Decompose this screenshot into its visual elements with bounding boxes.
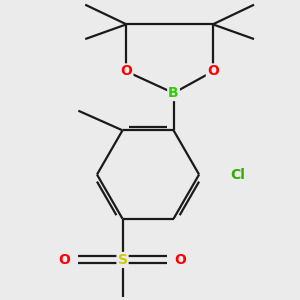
Text: B: B [168,86,179,100]
Text: Cl: Cl [230,167,245,182]
Text: O: O [121,64,132,78]
Text: O: O [207,64,219,78]
Text: S: S [118,253,128,267]
Text: O: O [58,253,70,267]
Text: O: O [175,253,186,267]
